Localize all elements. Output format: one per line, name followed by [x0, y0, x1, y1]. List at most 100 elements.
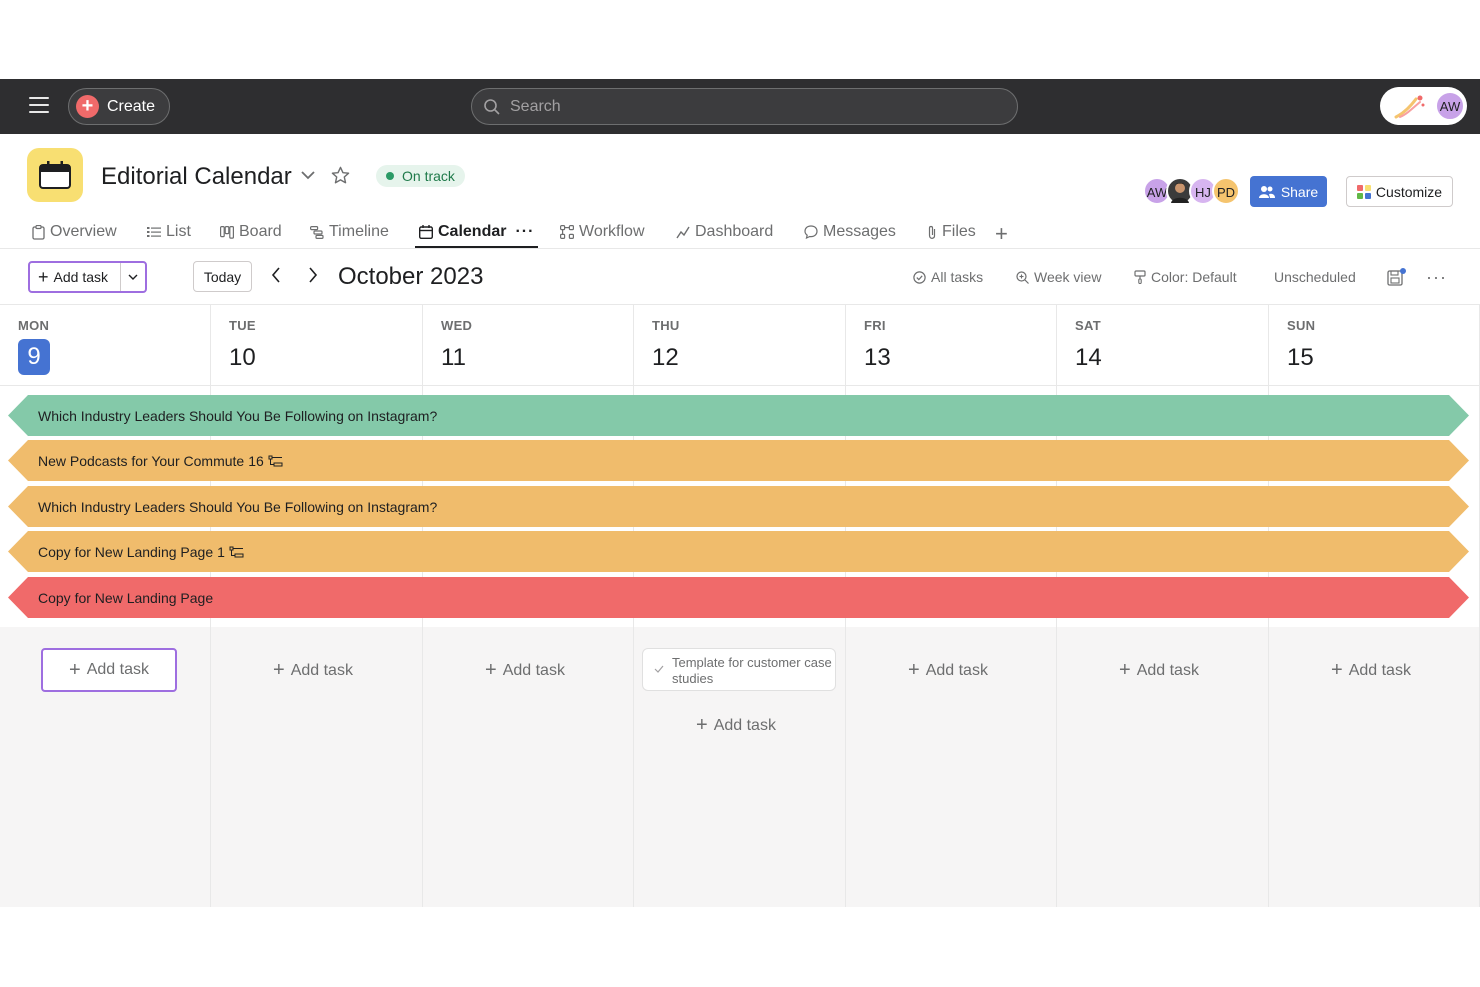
tab-list[interactable]: List	[147, 223, 191, 241]
add-task-label: Add task	[713, 716, 776, 734]
day-cell[interactable]	[423, 627, 634, 907]
tab-overview[interactable]: Overview	[32, 223, 117, 241]
day-cell[interactable]	[1269, 627, 1480, 907]
add-task-button-wed[interactable]: + Add task	[485, 659, 565, 682]
day-cell[interactable]	[846, 627, 1057, 907]
tab-workflow[interactable]: Workflow	[560, 223, 645, 241]
add-task-button-thu[interactable]: + Add task	[696, 714, 776, 737]
menu-icon[interactable]	[29, 97, 49, 115]
project-title: Editorial Calendar	[101, 163, 292, 190]
tab-label: Dashboard	[695, 223, 774, 240]
tab-board[interactable]: Board	[220, 223, 282, 241]
spanning-task[interactable]: Which Industry Leaders Should You Be Fol…	[8, 395, 1469, 436]
task-title-text: Which Industry Leaders Should You Be Fol…	[38, 408, 438, 424]
add-task-main[interactable]: + Add task	[30, 263, 122, 291]
app-window: + Create AW Editorial Calendar On track …	[0, 79, 1480, 907]
task-card[interactable]: Template for customer case studies	[642, 648, 836, 691]
day-number: 10	[229, 344, 256, 371]
add-task-label: Add task	[290, 661, 353, 679]
tab-label: Overview	[50, 223, 117, 240]
customize-icon	[1356, 184, 1371, 199]
task-bar-shape	[8, 577, 1469, 618]
day-number: 13	[864, 344, 891, 371]
all-tasks-filter[interactable]: All tasks	[913, 269, 983, 285]
check-circle-icon	[913, 270, 926, 284]
add-tab-button[interactable]: +	[995, 221, 1008, 246]
unscheduled-button[interactable]: Unscheduled	[1274, 269, 1356, 285]
task-title: Copy for New Landing Page	[38, 590, 213, 606]
check-icon	[654, 665, 664, 673]
status-badge[interactable]: On track	[376, 165, 465, 187]
search-input[interactable]	[510, 97, 990, 116]
spanning-task[interactable]: New Podcasts for Your Commute 16	[8, 440, 1469, 481]
add-task-dropdown[interactable]	[121, 263, 145, 291]
account-menu[interactable]: AW	[1380, 87, 1467, 125]
calendar-icon	[419, 225, 433, 239]
day-header-wed: WED 11	[423, 305, 634, 386]
tab-files[interactable]: Files	[927, 223, 976, 241]
day-number: 12	[652, 344, 679, 371]
subtask-count: 1	[217, 544, 225, 560]
tab-more-icon[interactable]: ···	[515, 223, 535, 240]
plus-icon: +	[908, 659, 920, 681]
member-avatar[interactable]: HJ	[1189, 177, 1217, 205]
add-task-button-sat[interactable]: + Add task	[1119, 659, 1199, 682]
chevron-right-icon[interactable]	[307, 267, 319, 283]
tab-calendar[interactable]: Calendar ···	[419, 223, 534, 241]
add-task-button-mon[interactable]: + Add task	[41, 648, 177, 692]
create-button[interactable]: + Create	[68, 88, 170, 125]
tab-label: Calendar	[438, 223, 507, 240]
task-bar-shape	[8, 440, 1469, 481]
timeline-icon	[310, 225, 324, 239]
day-name: THU	[652, 318, 680, 333]
subtask-count: 16	[248, 453, 264, 469]
day-header-sat: SAT 14	[1057, 305, 1269, 386]
member-avatar[interactable]: PD	[1212, 177, 1240, 205]
people-icon	[1258, 185, 1275, 198]
day-name: MON	[18, 318, 50, 333]
day-number-today: 9	[18, 339, 50, 375]
spanning-task[interactable]: Which Industry Leaders Should You Be Fol…	[8, 486, 1469, 527]
color-menu[interactable]: Color: Default	[1134, 269, 1237, 285]
week-view-toggle[interactable]: Week view	[1016, 269, 1101, 285]
task-title: Which Industry Leaders Should You Be Fol…	[38, 499, 437, 515]
tab-label: Messages	[823, 223, 896, 240]
tab-label: Board	[239, 223, 282, 240]
add-task-button-fri[interactable]: + Add task	[908, 659, 988, 682]
chevron-left-icon[interactable]	[270, 267, 282, 283]
spanning-task[interactable]: Copy for New Landing Page	[8, 577, 1469, 618]
more-options-icon[interactable]: ···	[1426, 267, 1447, 287]
task-title: New Podcasts for Your Commute 16	[38, 453, 284, 469]
customize-label: Customize	[1375, 183, 1443, 200]
chevron-down-icon[interactable]	[300, 167, 316, 183]
share-button[interactable]: Share	[1250, 176, 1327, 207]
day-header-mon: MON 9	[0, 305, 211, 386]
day-cell[interactable]	[211, 627, 423, 907]
customize-button[interactable]: Customize	[1346, 176, 1453, 207]
day-header-thu: THU 12	[634, 305, 846, 386]
plus-icon: +	[69, 658, 81, 681]
user-avatar: AW	[1436, 92, 1464, 120]
task-title-text: Copy for New Landing Page	[38, 544, 214, 560]
subtask-icon	[229, 546, 244, 558]
task-title-text: Copy for New Landing Page	[38, 590, 214, 606]
calendar-toolbar: + Add task Today October 2023 All tasks …	[0, 249, 1480, 305]
task-title: Which Industry Leaders Should You Be Fol…	[38, 408, 437, 424]
save-layout-icon[interactable]	[1387, 268, 1407, 286]
tab-messages[interactable]: Messages	[804, 223, 896, 241]
calendar-icon	[39, 161, 71, 189]
task-title-text: New Podcasts for Your Commute	[38, 453, 245, 469]
add-task-label: Add task	[502, 661, 565, 679]
today-button[interactable]: Today	[193, 261, 252, 292]
spanning-task[interactable]: Copy for New Landing Page 1	[8, 531, 1469, 572]
search-bar[interactable]	[471, 88, 1018, 125]
add-task-button[interactable]: + Add task	[28, 261, 147, 293]
tab-dashboard[interactable]: Dashboard	[676, 223, 773, 241]
tab-timeline[interactable]: Timeline	[310, 223, 389, 241]
star-icon[interactable]	[331, 166, 350, 185]
day-header-tue: TUE 10	[211, 305, 423, 386]
add-task-button-tue[interactable]: + Add task	[273, 659, 353, 682]
week-view-label: Week view	[1034, 269, 1102, 285]
add-task-button-sun[interactable]: + Add task	[1331, 659, 1411, 682]
day-cell[interactable]	[1057, 627, 1269, 907]
